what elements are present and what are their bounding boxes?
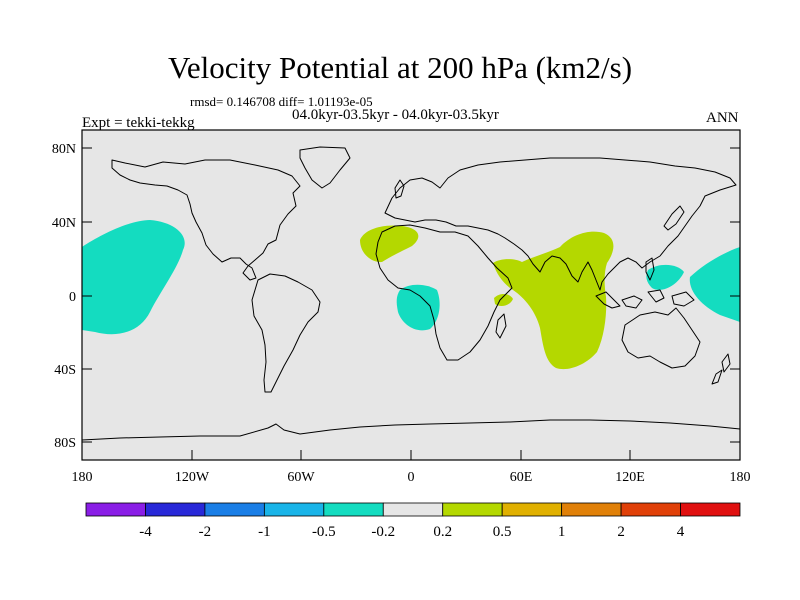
y-tick-label: 80N <box>52 142 76 157</box>
coast-africa <box>375 224 513 361</box>
coast-indonesia <box>595 289 695 309</box>
colorbar-box <box>145 502 206 517</box>
colorbar-box <box>680 502 741 517</box>
x-tick-label: 60E <box>510 470 533 485</box>
colorbar-box <box>382 502 444 517</box>
colorbar-box <box>204 502 265 517</box>
coastlines <box>81 146 741 441</box>
colorbar-labels: -4 -2 -1 -0.5 -0.2 0.2 0.5 1 2 4 <box>139 524 685 540</box>
map-title: Velocity Potential at 200 hPa (km2/s) <box>167 50 633 85</box>
colorbar-label: 1 <box>558 524 566 540</box>
indian-ocean-anomaly <box>493 231 614 370</box>
x-tick-label: 120E <box>615 470 645 485</box>
colorbar-label: -4 <box>139 524 152 540</box>
atlantic-south-anomaly <box>396 284 440 331</box>
coast-south-america <box>251 273 321 393</box>
y-axis: 80N 40N 0 40S 80S <box>52 142 740 451</box>
x-tick-label: 180 <box>730 470 751 485</box>
colorbar-box <box>323 502 384 517</box>
west-pacific-anomaly <box>689 247 740 322</box>
y-tick-label: 40S <box>54 363 76 378</box>
y-tick-label: 80S <box>54 436 76 451</box>
colorbar-boxes <box>85 502 741 517</box>
coast-madagascar <box>495 313 507 339</box>
season-label: ANN <box>706 110 739 126</box>
y-tick-label: 40N <box>52 216 76 231</box>
rmsd-stats: rmsd= 0.146708 diff= 1.01193e-05 <box>190 94 373 109</box>
pacific-east-anomaly <box>82 220 185 335</box>
coast-new-zealand <box>711 353 731 385</box>
colorbar-box <box>85 502 146 517</box>
colorbar: -4 -2 -1 -0.5 -0.2 0.2 0.5 1 2 4 <box>85 502 741 540</box>
y-tick-label: 0 <box>69 290 76 305</box>
colorbar-label: -0.5 <box>312 524 336 540</box>
positive-anomaly-regions <box>360 225 614 370</box>
colorbar-label: 0.2 <box>433 524 452 540</box>
coast-eurasia <box>384 157 737 291</box>
coast-north-america <box>111 159 301 281</box>
colorbar-label: 2 <box>617 524 625 540</box>
colorbar-box <box>263 502 325 517</box>
colorbar-box <box>442 502 503 517</box>
west-africa-anomaly <box>360 225 419 263</box>
x-tick-label: 120W <box>175 470 210 485</box>
x-tick-label: 0 <box>408 470 415 485</box>
coast-japan <box>663 205 685 231</box>
coast-australia <box>621 307 701 369</box>
coast-philippines <box>645 257 655 281</box>
colorbar-box <box>501 502 563 517</box>
experiment-label: Expt = tekki-tekkg <box>82 115 195 131</box>
colorbar-box <box>561 502 622 517</box>
colorbar-label: 4 <box>677 524 685 540</box>
experiment-period: 04.0kyr-03.5kyr - 04.0kyr-03.5kyr <box>292 107 499 123</box>
coast-uk <box>394 179 405 199</box>
coast-greenland <box>299 146 351 189</box>
x-axis: 180 120W 60W 0 60E 120E 180 <box>72 450 751 485</box>
colorbar-label: 0.5 <box>493 524 512 540</box>
colorbar-label: -1 <box>258 524 271 540</box>
indonesia-anomaly <box>646 264 684 290</box>
x-tick-label: 180 <box>72 470 93 485</box>
negative-anomaly-regions <box>82 220 740 335</box>
x-tick-label: 60W <box>287 470 315 485</box>
colorbar-box <box>620 502 681 517</box>
colorbar-label: -0.2 <box>371 524 395 540</box>
colorbar-label: -2 <box>199 524 212 540</box>
coast-antarctica <box>81 419 741 441</box>
